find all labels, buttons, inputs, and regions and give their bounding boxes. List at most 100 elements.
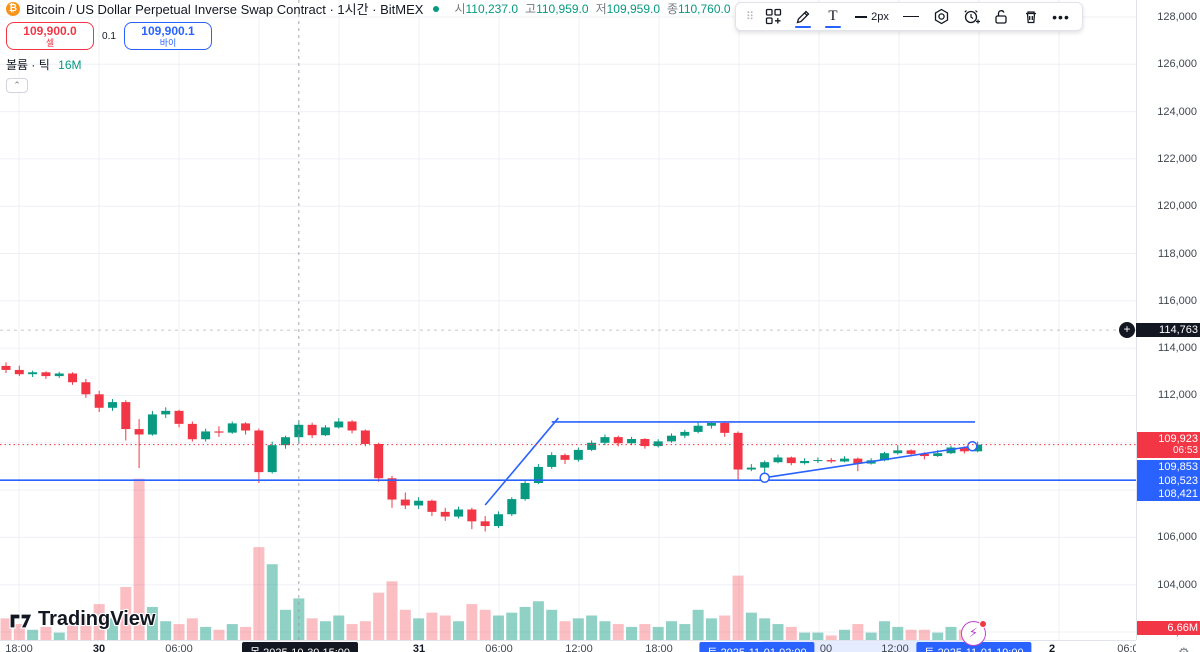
tradingview-logo[interactable]: TradingView: [8, 606, 155, 632]
price-axis-label: 128,000: [1157, 11, 1197, 23]
crosshair-time-pill: 목 2025-10-30 15:00: [241, 642, 359, 652]
volume-bar: [280, 609, 292, 644]
bitcoin-icon: ₿: [6, 1, 20, 16]
add-alert-plus-icon[interactable]: +: [1119, 322, 1135, 339]
candle-body: [879, 453, 889, 461]
candle-body: [81, 382, 91, 395]
candle-body: [933, 453, 943, 457]
candle-body: [573, 449, 583, 460]
volume-bar: [705, 618, 717, 644]
volume-bar: [612, 624, 624, 644]
volume-bar: [892, 626, 904, 644]
tradingview-mark-icon: [9, 613, 33, 629]
line-style-sample: [903, 15, 919, 18]
volume-bar: [732, 575, 744, 644]
candle-body: [161, 410, 171, 415]
selected-range-tint: [763, 641, 972, 652]
high-label: 고: [525, 2, 537, 16]
candle-body: [41, 372, 51, 377]
buy-button[interactable]: 109,900.1 바이: [124, 22, 212, 50]
candle-body: [733, 432, 743, 470]
volume-bar: [852, 624, 864, 644]
axis-settings-gear-icon[interactable]: ⚙: [1178, 645, 1190, 652]
active-underline: [795, 26, 811, 28]
volume-indicator-label: 볼륨 · 틱: [6, 58, 50, 72]
widgets-icon[interactable]: [760, 4, 786, 29]
volume-bar: [679, 624, 691, 644]
volume-bar: [479, 609, 491, 644]
price-chart-canvas[interactable]: [0, 0, 1136, 652]
floating-drawing-toolbar: ⠿ T 2px: [735, 2, 1083, 31]
collapse-legend-button[interactable]: ⌃: [6, 78, 28, 93]
alert-clock-icon[interactable]: [958, 4, 984, 29]
market-status-dot: [433, 5, 440, 12]
more-options-icon[interactable]: •••: [1052, 8, 1070, 25]
volume-bar: [266, 564, 278, 644]
selected-trendline[interactable]: [764, 445, 973, 479]
last-price-value: 109,923: [1158, 432, 1198, 445]
line-width-sample: [855, 15, 868, 18]
line-width-selector[interactable]: 2px: [850, 4, 894, 29]
notification-dot: [979, 620, 987, 628]
volume-bar: [546, 609, 558, 644]
delete-trash-icon[interactable]: [1018, 4, 1044, 29]
flash-order-button[interactable]: ⚡: [961, 620, 987, 646]
open-label: 시: [454, 2, 466, 16]
candle-body: [973, 444, 983, 452]
volume-bar: [453, 621, 465, 644]
trendline-anchor-handle[interactable]: [967, 441, 978, 452]
volume-bar: [918, 629, 930, 644]
volume-bar: [226, 624, 238, 644]
volume-bar: [745, 612, 757, 644]
volume-bar: [293, 598, 305, 644]
volume-bar: [173, 624, 185, 644]
toolbar-drag-handle-icon[interactable]: ⠿: [745, 11, 755, 23]
volume-bar: [506, 612, 518, 644]
price-axis[interactable]: 128,000 126,000 124,000 122,000 120,000 118,0…: [1119, 0, 1200, 640]
candle-body: [241, 423, 251, 431]
trendline-anchor-handle[interactable]: [759, 472, 770, 483]
drawing-price-pill: 109,853: [1137, 459, 1200, 474]
candle-body: [613, 437, 623, 444]
settings-icon[interactable]: [928, 4, 954, 29]
candle-body: [720, 422, 730, 433]
text-tool-icon[interactable]: T: [820, 4, 846, 29]
volume-bar: [240, 626, 252, 644]
volume-bar: [799, 632, 811, 644]
lock-open-icon[interactable]: [988, 4, 1014, 29]
candle-body: [480, 521, 490, 527]
candle-body: [587, 442, 597, 450]
buy-label: 바이: [159, 38, 177, 48]
price-axis-label: 120,000: [1157, 200, 1197, 213]
volume-bar: [825, 635, 837, 644]
volume-bar: [439, 615, 451, 644]
candle-body: [706, 422, 716, 426]
volume-bar: [319, 621, 331, 644]
volume-bar: [772, 624, 784, 644]
volume-indicator-row[interactable]: 볼륨 · 틱 16M: [6, 56, 782, 73]
candle-body: [467, 509, 477, 522]
trendline[interactable]: [484, 417, 559, 506]
draw-pencil-icon[interactable]: [790, 4, 816, 29]
volume-bar: [93, 604, 105, 644]
candle-body: [94, 394, 104, 408]
candle-body: [440, 511, 450, 517]
symbol-title[interactable]: Bitcoin / US Dollar Perpetual Inverse Sw…: [26, 2, 424, 17]
drawing-price-pill: 108,523: [1137, 473, 1200, 488]
volume-bar: [0, 618, 12, 644]
line-style-selector[interactable]: [898, 4, 924, 29]
candle-body: [507, 499, 517, 515]
close-label: 종: [667, 2, 679, 16]
time-axis-label: 18:00: [645, 643, 673, 652]
price-axis-label: 106,000: [1157, 531, 1197, 544]
time-axis-label: 30: [92, 643, 106, 652]
candle-body: [281, 437, 291, 446]
sell-label: 셀: [45, 38, 55, 48]
time-axis[interactable]: 18:00 30 06:00 31 06:00 12:00 18:00 00 12:00 2 06:…: [0, 640, 1136, 652]
candle-body: [14, 369, 24, 375]
candle-body: [693, 425, 703, 432]
volume-bar: [306, 618, 318, 644]
candle-body: [68, 373, 78, 383]
sell-button[interactable]: 109,900.0 셀: [6, 22, 94, 50]
